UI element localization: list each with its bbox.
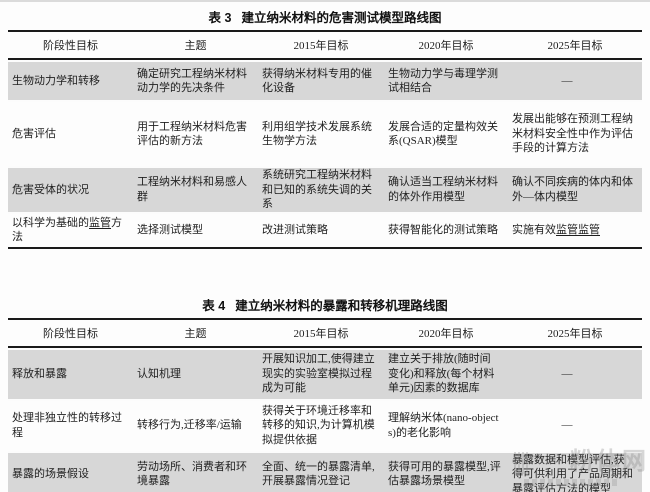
table-cell: 全面、统一的暴露清单,开展暴露情况登记 (258, 450, 384, 492)
column-header-2015: 2015年目标 (258, 318, 384, 348)
scan-edge-line (0, 0, 650, 2)
column-header-2020: 2020年目标 (384, 318, 508, 348)
table-cell: 理解纳米体(nano-objects)的老化影响 (388, 412, 499, 439)
table-row: 以科学为基础的监管方法 选择测试模型 改进测试策略 获得智能化的测试策略 实施有… (8, 214, 642, 248)
table-cell-empty-dash: — (508, 59, 642, 102)
table-cell: 利用组学技术发展系统生物学方法 (262, 120, 372, 148)
table-4-exposure-transfer-roadmap: 阶段性目标 主题 2015年目标 2020年目标 2025年目标 释放和暴露 认… (8, 317, 642, 492)
table-cell: 劳动场所、消费者和环境暴露 (133, 450, 258, 492)
table3-header-row: 阶段性目标 主题 2015年目标 2020年目标 2025年目标 (8, 31, 642, 60)
table-cell: 处理非独立性的转移过程 (12, 412, 122, 439)
table-row: 暴露的场景假设 劳动场所、消费者和环境暴露 全面、统一的暴露清单,开展暴露情况登… (8, 450, 642, 492)
table-cell: 确认适当工程纳米材料的体外作用模型 (384, 166, 508, 214)
table-cell: 获得关于环境迁移率和转移的知识,为计算机模拟提供依据 (262, 404, 375, 446)
column-header-2015: 2015年目标 (258, 31, 384, 60)
table-cell: 开展知识加工,使得建立现实的实验室模拟过程成为可能 (258, 346, 384, 401)
table-cell-empty-dash: — (508, 346, 642, 401)
table-cell: 建立关于排放(随时间变化)和释放(每个材料单元)因素的数据库 (384, 346, 508, 401)
table-cell: 生物动力学和转移 (8, 59, 133, 102)
column-header-theme: 主题 (133, 31, 258, 60)
column-header-2025: 2025年目标 (508, 318, 642, 348)
column-header-2025: 2025年目标 (508, 31, 642, 60)
table-3-hazard-testing-roadmap: 阶段性目标 主题 2015年目标 2020年目标 2025年目标 生物动力学和转… (8, 30, 642, 249)
table-cell: 危害受体的状况 (8, 166, 133, 214)
column-header-stage-goal: 阶段性目标 (8, 318, 133, 348)
table3-title-text: 建立纳米材料的危害测试模型路线图 (241, 11, 442, 25)
table-cell: 用于工程纳米材料危害评估的新方法 (137, 120, 247, 148)
underlined-text: 监管 (89, 216, 111, 229)
table-cell: 系统研究工程纳米材料和已知的系统失调的关系 (258, 166, 384, 214)
table-cell: 实施有效监管监管 (508, 214, 642, 248)
table-row: 释放和暴露 认知机理 开展知识加工,使得建立现实的实验室模拟过程成为可能 建立关… (8, 346, 642, 401)
cell-text: 方法 (12, 216, 122, 244)
table-cell: 转移行为,迁移率/运输 (137, 419, 242, 432)
table-cell: 暴露数据和模型评估,获得可供利用了产品周期和暴露评估方法的模型 (508, 450, 642, 492)
table-cell: 发展合适的定量构效关系(QSAR)模型 (388, 120, 498, 148)
table-row: 危害评估 用于工程纳米材料危害评估的新方法 利用组学技术发展系统生物学方法 发展… (8, 102, 642, 166)
table4-title: 表 4 建立纳米材料的暴露和转移机理路线图 (0, 298, 650, 314)
table3-label: 表 3 (208, 11, 232, 25)
table-row: 生物动力学和转移 确定研究工程纳米材料动力学的先决条件 获得纳米材料专用的催化设… (8, 59, 642, 102)
table-cell: 获得纳米材料专用的催化设备 (258, 59, 384, 102)
column-header-theme: 主题 (133, 318, 258, 348)
table-cell: 获得智能化的测试策略 (388, 223, 498, 236)
table4-label: 表 4 (202, 298, 226, 313)
column-header-stage-goal: 阶段性目标 (8, 31, 133, 60)
table4-header-row: 阶段性目标 主题 2015年目标 2020年目标 2025年目标 (8, 318, 642, 348)
table4-title-text: 建立纳米材料的暴露和转移机理路线图 (235, 298, 448, 313)
table3-title: 表 3 建立纳米材料的危害测试模型路线图 (0, 0, 650, 26)
table-cell: 确认不同疾病的体内和体外—体内模型 (508, 166, 642, 214)
table-cell: 释放和暴露 (8, 346, 133, 401)
table-cell: 获得可用的暴露模型,评估暴露场景模型 (384, 450, 508, 492)
table-cell: 工程纳米材料和易感人群 (133, 166, 258, 214)
table-cell: 危害评估 (12, 127, 56, 140)
underlined-text: 监管监管 (556, 223, 600, 236)
table-cell: 暴露的场景假设 (8, 450, 133, 492)
cell-text: 以科学为基础的 (12, 216, 89, 229)
table-cell: 发展出能够在预测工程纳米材料安全性中作为评估手段的计算方法 (512, 113, 633, 155)
column-header-2020: 2020年目标 (384, 31, 508, 60)
cell-text: 实施有效 (512, 223, 556, 236)
table-cell: 改进测试策略 (262, 223, 328, 236)
table-cell: 选择测试模型 (137, 223, 203, 236)
table-cell: 生物动力学与毒理学测试相结合 (384, 59, 508, 102)
table-cell-empty-dash: — (561, 419, 573, 432)
table-row: 危害受体的状况 工程纳米材料和易感人群 系统研究工程纳米材料和已知的系统失调的关… (8, 166, 642, 214)
table-cell: 确定研究工程纳米材料动力学的先决条件 (133, 59, 258, 102)
table-cell: 认知机理 (133, 346, 258, 401)
table-cell: 以科学为基础的监管方法 (8, 214, 133, 248)
table-row: 处理非独立性的转移过程 转移行为,迁移率/运输 获得关于环境迁移率和转移的知识,… (8, 401, 642, 451)
